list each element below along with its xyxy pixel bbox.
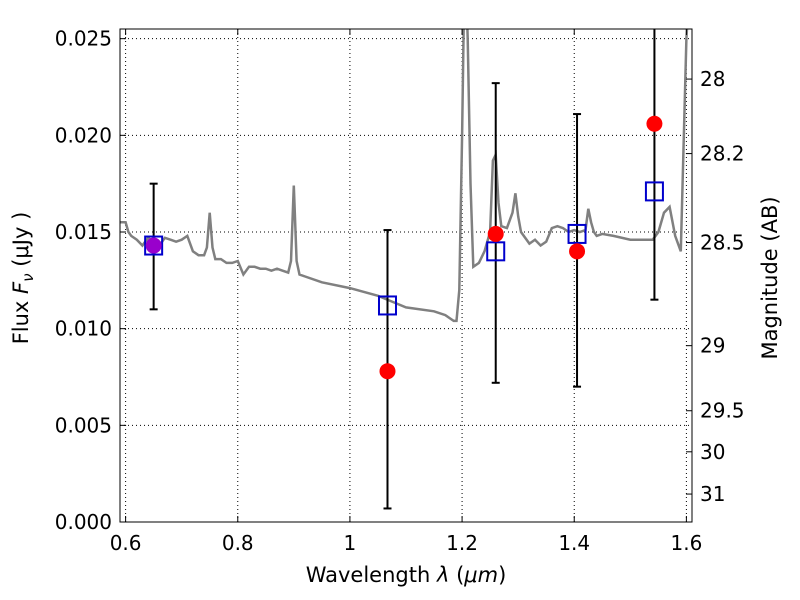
- model-photometry-series: [144, 181, 664, 316]
- observed-point: [145, 237, 162, 254]
- model-square-marker: [144, 235, 164, 256]
- y2-tick-label: 28.2: [700, 142, 745, 166]
- model-square-marker: [486, 241, 506, 262]
- y-tick-label: 0.005: [55, 413, 112, 437]
- y2-tick-label: 28.5: [700, 231, 745, 255]
- spectrum-series: [120, 29, 689, 323]
- x-tick-label: 0.6: [110, 531, 142, 555]
- y2-tick-label: 30: [700, 440, 725, 464]
- x-tick-label: 1.6: [670, 531, 702, 555]
- model-square-marker: [567, 223, 587, 244]
- y2-tick-label: 28: [700, 67, 725, 91]
- spectrum-line: [120, 29, 689, 323]
- observed-point: [569, 243, 586, 260]
- y-tick-label: 0.025: [55, 27, 112, 51]
- x-tick-label: 1.2: [446, 531, 478, 555]
- ticks: 0.6 0.8 1 1.2 1.4 1.6 0.000 0.005 0.010 0.015 0.02…: [55, 27, 745, 555]
- observed-point: [379, 363, 396, 380]
- observed-point: [487, 225, 504, 242]
- y-tick-label: 0.020: [55, 123, 112, 147]
- y2-tick-label: 29.5: [700, 399, 745, 423]
- errorbars: [149, 29, 659, 510]
- y2-axis-label: Magnitude (AB): [758, 196, 782, 359]
- grid: [120, 29, 692, 523]
- x-tick-label: 1: [344, 531, 357, 555]
- y-tick-label: 0.010: [55, 317, 112, 341]
- y-tick-label: 0.015: [55, 220, 112, 244]
- y-tick-label: 0.000: [55, 510, 112, 534]
- model-square-marker: [377, 295, 397, 316]
- y-axis-label: Flux Fν (μJy ): [9, 212, 37, 345]
- plot-frame: [119, 28, 693, 523]
- x-axis-label: Wavelength λ (μm): [306, 563, 507, 587]
- x-tick-label: 0.8: [222, 531, 254, 555]
- observed-photometry-series: [145, 115, 663, 380]
- x-tick-label: 1.4: [558, 531, 590, 555]
- model-square-marker: [644, 181, 664, 202]
- y2-tick-label: 29: [700, 334, 725, 358]
- y2-tick-label: 31: [700, 482, 725, 506]
- observed-point: [646, 115, 663, 132]
